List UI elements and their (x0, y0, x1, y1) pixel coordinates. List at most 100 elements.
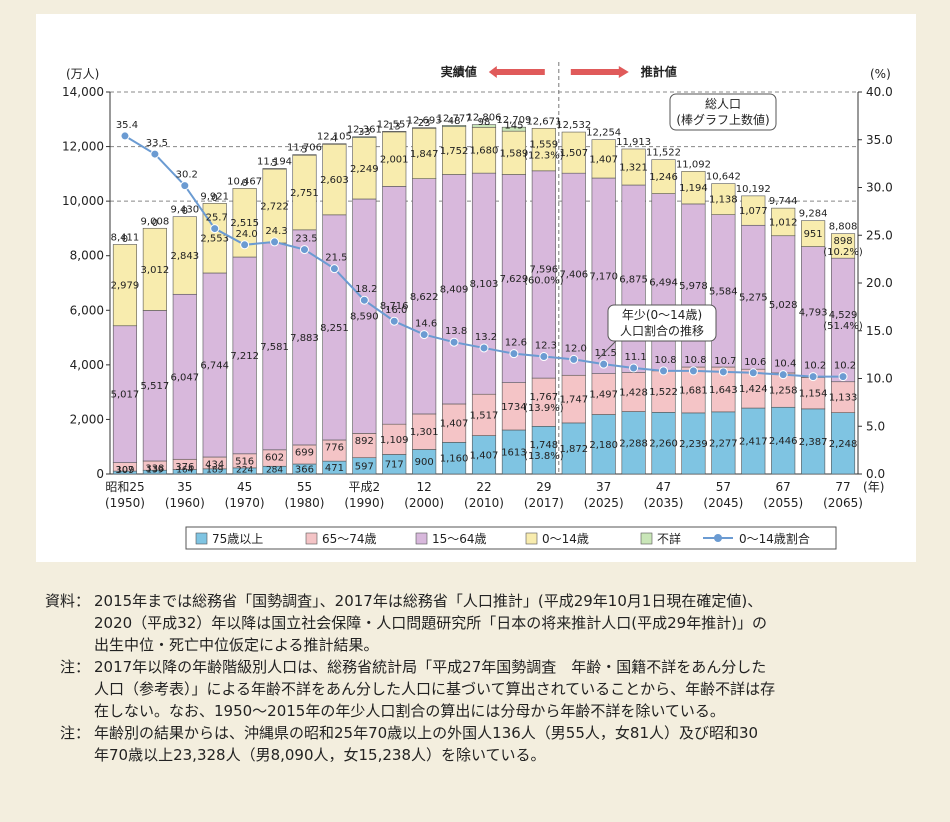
bar-value-label: 1,428 (619, 388, 648, 399)
bar-total-label: 9,430 (170, 205, 199, 216)
bar-value-label: 1,559 (530, 140, 559, 151)
bar-value-label: 8,409 (440, 285, 469, 296)
note-line: 2015年までは総務省「国勢調査」、2017年は総務省「人口推計」(平成29年1… (94, 592, 763, 610)
bar-segment (172, 216, 197, 295)
legend-swatch (415, 532, 428, 545)
y-right-tick-label: 25.0 (866, 228, 893, 242)
ratio-label: 14.6 (415, 319, 437, 330)
bar-value-label: 139 (146, 466, 163, 476)
bar-value-label: 6,744 (200, 360, 229, 371)
bar-segment (262, 168, 287, 170)
bar-value-label: 5,584 (709, 286, 738, 297)
bar-value-label: 2,446 (769, 436, 798, 447)
bar-value-label: 892 (355, 436, 374, 447)
bar-value-label: 7,629 (500, 274, 529, 285)
bar-value-label: 1,872 (559, 444, 588, 455)
ratio-point (599, 359, 609, 369)
bar-value-label: (13.9%) (524, 403, 564, 414)
ratio-point (270, 237, 280, 247)
notes-section: 資料： 2015年までは総務省「国勢調査」、2017年は総務省「人口推計」(平成… (24, 590, 934, 766)
bar-value-label: 6,875 (619, 274, 648, 285)
bar-value-label: 516 (235, 456, 254, 467)
bar-segment (830, 233, 856, 259)
bar-value-label: 1,077 (739, 206, 768, 217)
bar-value-label: 0 (152, 218, 158, 229)
x-tick-label: 57 (716, 480, 731, 494)
bar-segment (561, 131, 586, 174)
bar-value-label: 164 (176, 466, 193, 476)
bar-value-label: 471 (325, 463, 344, 474)
ratio-point (120, 131, 130, 141)
ratio-label: 10.8 (654, 355, 676, 366)
y-right-tick-label: 5.0 (866, 419, 885, 433)
ratio-point (180, 181, 190, 191)
y-left-unit: (万人) (66, 67, 99, 81)
bar-value-label: 1,321 (619, 162, 648, 173)
bar-value-label: 1,847 (410, 149, 439, 160)
bar-value-label: 1613 (501, 447, 526, 458)
bar-value-label: (10.2%) (823, 247, 863, 258)
note-line: 2020（平成32）年以降は国立社会保障・人口問題研究所「日本の将来推計人口(平… (94, 614, 768, 632)
bar-value-label: 1,747 (559, 395, 588, 406)
ratio-point (210, 224, 220, 234)
bar-value-label: 2,979 (111, 281, 140, 292)
bar-total-label: 11,706 (287, 143, 322, 154)
left-arrow (488, 66, 545, 78)
bar-value-label: 0 (212, 193, 218, 204)
ratio-label: 12.3 (535, 341, 557, 352)
bar-segment (771, 207, 796, 237)
x-tick-label: (2045) (703, 496, 743, 510)
bar-value-label: 2,288 (619, 438, 648, 449)
total-callout-label: 総人口 (705, 97, 741, 111)
bar-value-label: 5,275 (739, 293, 768, 304)
y-right-tick-label: 20.0 (866, 276, 893, 290)
x-tick-label: 22 (476, 480, 491, 494)
bar-total-label: 12,557 (377, 119, 412, 130)
note-line: 出生中位・死亡中位仮定による推計結果。 (94, 636, 379, 654)
bar-segment (352, 136, 377, 138)
ratio-point (659, 366, 669, 376)
ratio-point (419, 330, 429, 340)
bar-value-label: 107 (116, 466, 133, 476)
bar-total-label: 12,532 (556, 120, 591, 131)
ratio-point (838, 372, 848, 382)
bar-value-label: 98 (478, 117, 491, 128)
right-arrow (570, 66, 629, 78)
ratio-label: 23.5 (295, 234, 317, 245)
bar-value-label: 5,517 (141, 381, 170, 392)
bar-value-label: 2,751 (290, 188, 319, 199)
ratio-point (688, 366, 698, 376)
actual-label: 実績値 (441, 64, 477, 79)
ratio-point (569, 354, 579, 364)
legend-label: 不詳 (657, 531, 681, 546)
bar-value-label: 1,589 (500, 148, 529, 159)
ratio-label: 12.0 (565, 343, 587, 354)
bar-value-label: 5 (301, 144, 307, 155)
bar-value-label: 7,406 (559, 270, 588, 281)
y-right-tick-label: 0.0 (866, 467, 885, 481)
x-tick-label: 29 (536, 480, 551, 494)
bar-value-label: 0 (241, 178, 247, 189)
bar-value-label: 8,590 (350, 312, 379, 323)
bar-value-label: 434 (205, 460, 224, 471)
note-2: 注： 年齢別の結果からは、沖縄県の昭和25年70歳以上の外国人136人（男55人… (24, 722, 934, 766)
x-tick-label: 35 (177, 480, 192, 494)
ratio-label: 10.7 (714, 356, 736, 367)
bar-total-label: 9,008 (141, 216, 170, 227)
x-tick-label: (2010) (464, 496, 504, 510)
bar-value-label: 6,047 (170, 372, 199, 383)
bar-total-label: 12,105 (317, 132, 352, 143)
bar-value-label: (51.4%) (823, 321, 863, 332)
ratio-point (509, 349, 519, 359)
total-callout-box (669, 93, 777, 131)
y-right-unit: (%) (870, 67, 891, 81)
ratio-label: 10.8 (684, 355, 706, 366)
x-tick-label: (1970) (225, 496, 265, 510)
ratio-label: 21.5 (325, 253, 347, 264)
bar-segment (471, 124, 497, 128)
bar-value-label: 1,160 (440, 454, 469, 465)
bar-value-label: 33 (358, 127, 371, 138)
bar-total-label: 11,522 (646, 148, 681, 159)
x-tick-label: 45 (237, 480, 252, 494)
bar-value-label: 2,277 (709, 438, 738, 449)
